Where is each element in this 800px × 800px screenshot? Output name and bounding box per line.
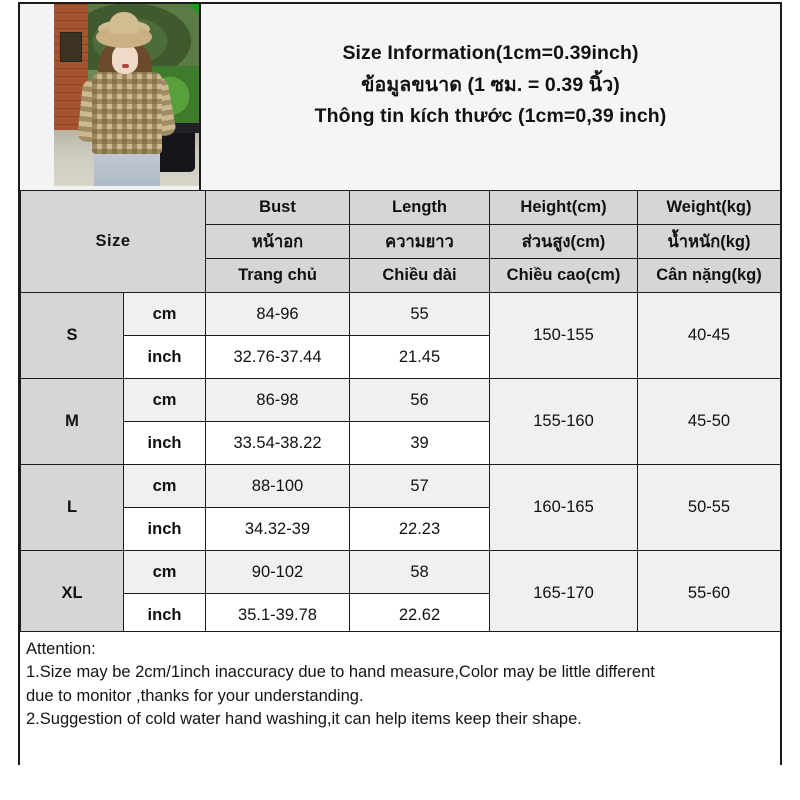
bust-inch-l: 34.32-39 xyxy=(205,507,350,551)
unit-inch-s: inch xyxy=(123,335,206,379)
header-band: Size Information(1cm=0.39inch) ข้อมูลขนา… xyxy=(20,4,780,190)
table-header-row-en: Size Bust Length Height(cm) Weight(kg) xyxy=(20,190,781,293)
table-row: L cm 88-100 57 160-165 50-55 xyxy=(20,464,781,551)
header-weight-th: น้ำหนัก(kg) xyxy=(637,224,781,259)
photo-model-face xyxy=(112,44,138,74)
table-row: inch 35.1-39.78 22.62 xyxy=(21,593,781,637)
photo-model-lips xyxy=(122,64,129,68)
unit-cm-m: cm xyxy=(123,378,206,422)
unit-inch-m: inch xyxy=(123,421,206,465)
length-cm-l: 57 xyxy=(349,464,490,508)
product-photo xyxy=(54,4,199,186)
attention-note-2: 2.Suggestion of cold water hand washing,… xyxy=(26,710,582,729)
length-cm-xl: 58 xyxy=(349,550,490,594)
size-column-title: Size xyxy=(20,190,206,293)
unit-cm-l: cm xyxy=(123,464,206,508)
length-inch-m: 39 xyxy=(349,421,490,465)
header-height-vi: Chiều cao(cm) xyxy=(489,258,638,293)
weight-xl: 55-60 xyxy=(637,550,781,637)
height-s: 150-155 xyxy=(489,292,638,379)
size-label-l: L xyxy=(20,464,124,551)
table-header-row-th: หน้าอก ความยาว ส่วนสูง(cm) น้ำหนัก(kg) xyxy=(21,224,781,259)
header-weight-vi: Cân nặng(kg) xyxy=(637,258,781,293)
bust-cm-m: 86-98 xyxy=(205,378,350,422)
unit-inch-xl: inch xyxy=(123,593,206,637)
length-inch-l: 22.23 xyxy=(349,507,490,551)
bust-cm-xl: 90-102 xyxy=(205,550,350,594)
header-height-th: ส่วนสูง(cm) xyxy=(489,224,638,259)
header-length-en: Length xyxy=(349,190,490,225)
table-row: M cm 86-98 56 155-160 45-50 xyxy=(20,378,781,465)
unit-cm-xl: cm xyxy=(123,550,206,594)
height-m: 155-160 xyxy=(489,378,638,465)
size-label-s: S xyxy=(20,292,124,379)
length-cm-s: 55 xyxy=(349,292,490,336)
unit-cm-s: cm xyxy=(123,292,206,336)
green-corner-marker-icon xyxy=(189,4,199,15)
photo-brick-wall xyxy=(54,4,88,132)
bust-inch-m: 33.54-38.22 xyxy=(205,421,350,465)
bust-inch-s: 32.76-37.44 xyxy=(205,335,350,379)
length-cm-m: 56 xyxy=(349,378,490,422)
table-header-row-vi: Trang chủ Chiều dài Chiều cao(cm) Cân nặ… xyxy=(21,258,781,293)
size-label-m: M xyxy=(20,378,124,465)
photo-model-top xyxy=(92,72,162,154)
chart-sheet: Size Information(1cm=0.39inch) ข้อมูลขนา… xyxy=(18,2,782,765)
length-inch-xl: 22.62 xyxy=(349,593,490,637)
header-bust-vi: Trang chủ xyxy=(205,258,350,293)
size-label-xl: XL xyxy=(20,550,124,637)
unit-inch-l: inch xyxy=(123,507,206,551)
height-xl: 165-170 xyxy=(489,550,638,637)
title-block: Size Information(1cm=0.39inch) ข้อมูลขนา… xyxy=(201,4,780,190)
weight-s: 40-45 xyxy=(637,292,781,379)
header-weight-en: Weight(kg) xyxy=(637,190,781,225)
bust-inch-xl: 35.1-39.78 xyxy=(205,593,350,637)
attention-block: Attention: 1.Size may be 2cm/1inch inacc… xyxy=(20,631,780,765)
table-row: XL cm 90-102 58 165-170 55-60 xyxy=(20,550,781,637)
header-length-vi: Chiều dài xyxy=(349,258,490,293)
table-row: S cm 84-96 55 150-155 40-45 xyxy=(20,292,781,379)
header-bust-en: Bust xyxy=(205,190,350,225)
product-photo-cell xyxy=(20,4,201,190)
attention-note-1-part-1: 1.Size may be 2cm/1inch inaccuracy due t… xyxy=(26,663,655,682)
weight-l: 50-55 xyxy=(637,464,781,551)
header-height-en: Height(cm) xyxy=(489,190,638,225)
bust-cm-s: 84-96 xyxy=(205,292,350,336)
title-vietnamese: Thông tin kích thước (1cm=0,39 inch) xyxy=(314,105,667,128)
attention-note-1-part-2: due to monitor ,thanks for your understa… xyxy=(26,686,364,705)
header-length-th: ความยาว xyxy=(349,224,490,259)
attention-heading: Attention: xyxy=(26,640,96,658)
header-bust-th: หน้าอก xyxy=(205,224,350,259)
weight-m: 45-50 xyxy=(637,378,781,465)
title-english: Size Information(1cm=0.39inch) xyxy=(342,42,639,64)
photo-model-hat xyxy=(96,12,152,48)
table-row: inch 33.54-38.22 39 xyxy=(21,421,781,465)
size-table: Size Bust Length Height(cm) Weight(kg) ห… xyxy=(20,190,781,637)
table-row: inch 34.32-39 22.23 xyxy=(21,507,781,551)
bust-cm-l: 88-100 xyxy=(205,464,350,508)
length-inch-s: 21.45 xyxy=(349,335,490,379)
title-thai: ข้อมูลขนาด (1 ซม. = 0.39 นิ้ว) xyxy=(361,73,620,96)
height-l: 160-165 xyxy=(489,464,638,551)
